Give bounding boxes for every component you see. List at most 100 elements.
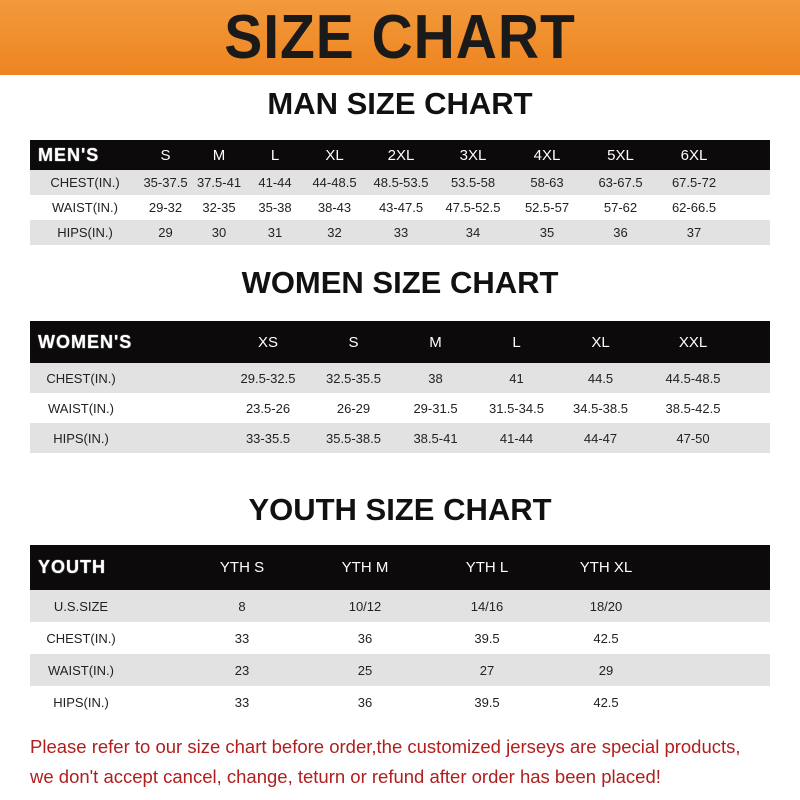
cell-value: 18/20: [589, 598, 623, 614]
cell-value: 38.5-41: [413, 430, 458, 446]
table-row: U.S.SIZE 8 10/12 14/16 18/20: [30, 590, 770, 622]
cell-value: 29: [158, 225, 173, 240]
row-label: HIPS(IN.): [57, 225, 113, 240]
size-header: 3XL: [459, 146, 487, 164]
table-header-label: YOUTH: [38, 557, 106, 577]
cell-value: 32-35: [202, 200, 236, 215]
cell-value: 33-35.5: [245, 430, 291, 446]
cell-value: 33: [393, 225, 409, 240]
cell-value: 34.5-38.5: [573, 400, 628, 416]
cell-value: 67.5-72: [671, 175, 717, 190]
cell-value: 44-48.5: [312, 175, 357, 190]
cell-value: 63-67.5: [598, 175, 643, 190]
cell-value: 29.5-32.5: [240, 370, 296, 386]
banner-title: SIZE CHART: [224, 3, 576, 72]
row-label: HIPS(IN.): [53, 694, 109, 710]
notice-line: we don't accept cancel, change, teturn o…: [30, 766, 661, 787]
cell-value: 38.5-42.5: [665, 400, 721, 416]
row-label: U.S.SIZE: [53, 598, 109, 614]
table-header-label: MEN'S: [38, 144, 100, 165]
men-title: MAN SIZE CHART: [267, 86, 533, 121]
size-header: YTH L: [465, 559, 509, 576]
cell-value: 33: [234, 630, 250, 646]
cell-value: 32: [327, 225, 342, 240]
cell-value: 42.5: [593, 694, 619, 710]
cell-value: 57-62: [603, 200, 638, 215]
cell-value: 58-63: [530, 175, 564, 190]
size-header: YTH M: [341, 559, 389, 576]
cell-value: 32.5-35.5: [326, 370, 381, 386]
size-header: M: [429, 333, 442, 351]
size-header: XL: [591, 333, 610, 351]
row-label: CHEST(IN.): [50, 175, 120, 190]
size-header: M: [212, 146, 226, 164]
cell-value: 42.5: [593, 630, 619, 646]
table-row: WAIST(IN.) 29-32 32-35 35-38 38-43 43-47.5 47.…: [30, 195, 770, 220]
table-row: HIPS(IN.) 29 30 31 32 33 34 35 36 37: [30, 220, 770, 245]
row-label: HIPS(IN.): [53, 430, 109, 446]
cell-value: 37: [686, 225, 702, 240]
table-row: CHEST(IN.) 33 36 39.5 42.5: [30, 622, 770, 654]
cell-value: 53.5-58: [450, 175, 496, 190]
cell-value: 26-29: [336, 400, 371, 416]
size-header: XXL: [678, 333, 708, 351]
cell-value: 39.5: [474, 630, 500, 646]
size-header: 5XL: [607, 146, 634, 164]
men-size-table: MEN'S S M L XL 2XL 3XL 4XL 5XL 6XL CHEST(IN.) 35-37…: [30, 140, 770, 245]
size-header: YTH XL: [579, 559, 633, 576]
table-row: CHEST(IN.) 35-37.5 37.5-41 41-44 44-48.5 48.5…: [30, 170, 770, 195]
cell-value: 52.5-57: [524, 200, 570, 215]
row-label: WAIST(IN.): [52, 200, 118, 215]
cell-value: 23: [234, 662, 250, 678]
size-header: 4XL: [533, 146, 561, 164]
notice-line: Please refer to our size chart before or…: [30, 736, 741, 757]
youth-size-table: YOUTH YTH S YTH M YTH L YTH XL U.S.SIZE 8 10/12…: [30, 545, 770, 718]
youth-title: YOUTH SIZE CHART: [248, 492, 552, 527]
cell-value: 36: [613, 225, 628, 240]
row-label: WAIST(IN.): [48, 662, 114, 678]
row-label: CHEST(IN.): [46, 630, 116, 646]
size-header: 6XL: [680, 146, 708, 164]
cell-value: 35-37.5: [143, 175, 188, 190]
cell-value: 43-47.5: [378, 200, 424, 215]
table-header-label: WOMEN'S: [38, 331, 133, 352]
cell-value: 29: [598, 662, 614, 678]
cell-value: 35-38: [258, 200, 292, 215]
size-header: L: [270, 146, 280, 164]
cell-value: 31.5-34.5: [489, 400, 544, 416]
women-size-table: WOMEN'S XS S M L XL XXL CHEST(IN.) 29.5-32.5 32.5…: [30, 321, 770, 453]
table-row: HIPS(IN.) 33 36 39.5 42.5: [30, 686, 770, 718]
cell-value: 44-47: [583, 430, 618, 446]
cell-value: 38-43: [317, 200, 352, 215]
table-row: WAIST(IN.) 23.5-26 26-29 29-31.5 31.5-34.5 34…: [30, 393, 770, 423]
cell-value: 62-66.5: [671, 200, 717, 215]
cell-value: 44.5: [587, 370, 614, 386]
size-header: S: [348, 333, 359, 351]
cell-value: 47-50: [676, 430, 710, 446]
cell-value: 27: [479, 662, 495, 678]
table-row: CHEST(IN.) 29.5-32.5 32.5-35.5 38 41 44.5 44.5…: [30, 363, 770, 393]
table-header-row: MEN'S S M L XL 2XL 3XL 4XL 5XL 6XL: [30, 140, 770, 170]
cell-value: 14/16: [470, 598, 504, 614]
table-row: WAIST(IN.) 23 25 27 29: [30, 654, 770, 686]
size-header: XL: [325, 146, 344, 164]
cell-value: 25: [357, 662, 373, 678]
cell-value: 29-32: [148, 200, 183, 215]
table-header-row: YOUTH YTH S YTH M YTH L YTH XL: [30, 545, 770, 590]
banner: SIZE CHART: [0, 0, 800, 75]
cell-value: 41: [509, 370, 524, 386]
cell-value: 35: [539, 225, 555, 240]
cell-value: 41-44: [499, 430, 534, 446]
row-label: CHEST(IN.): [46, 370, 116, 386]
size-header: 2XL: [387, 146, 415, 164]
cell-value: 48.5-53.5: [373, 175, 429, 190]
cell-value: 39.5: [474, 694, 500, 710]
table-row: HIPS(IN.) 33-35.5 35.5-38.5 38.5-41 41-44 44-…: [30, 423, 770, 453]
cell-value: 37.5-41: [196, 175, 242, 190]
size-header: YTH S: [219, 559, 265, 576]
cell-value: 30: [211, 225, 227, 240]
cell-value: 31: [267, 225, 283, 240]
cell-value: 36: [357, 694, 373, 710]
cell-value: 47.5-52.5: [445, 200, 501, 215]
row-label: WAIST(IN.): [48, 400, 114, 416]
